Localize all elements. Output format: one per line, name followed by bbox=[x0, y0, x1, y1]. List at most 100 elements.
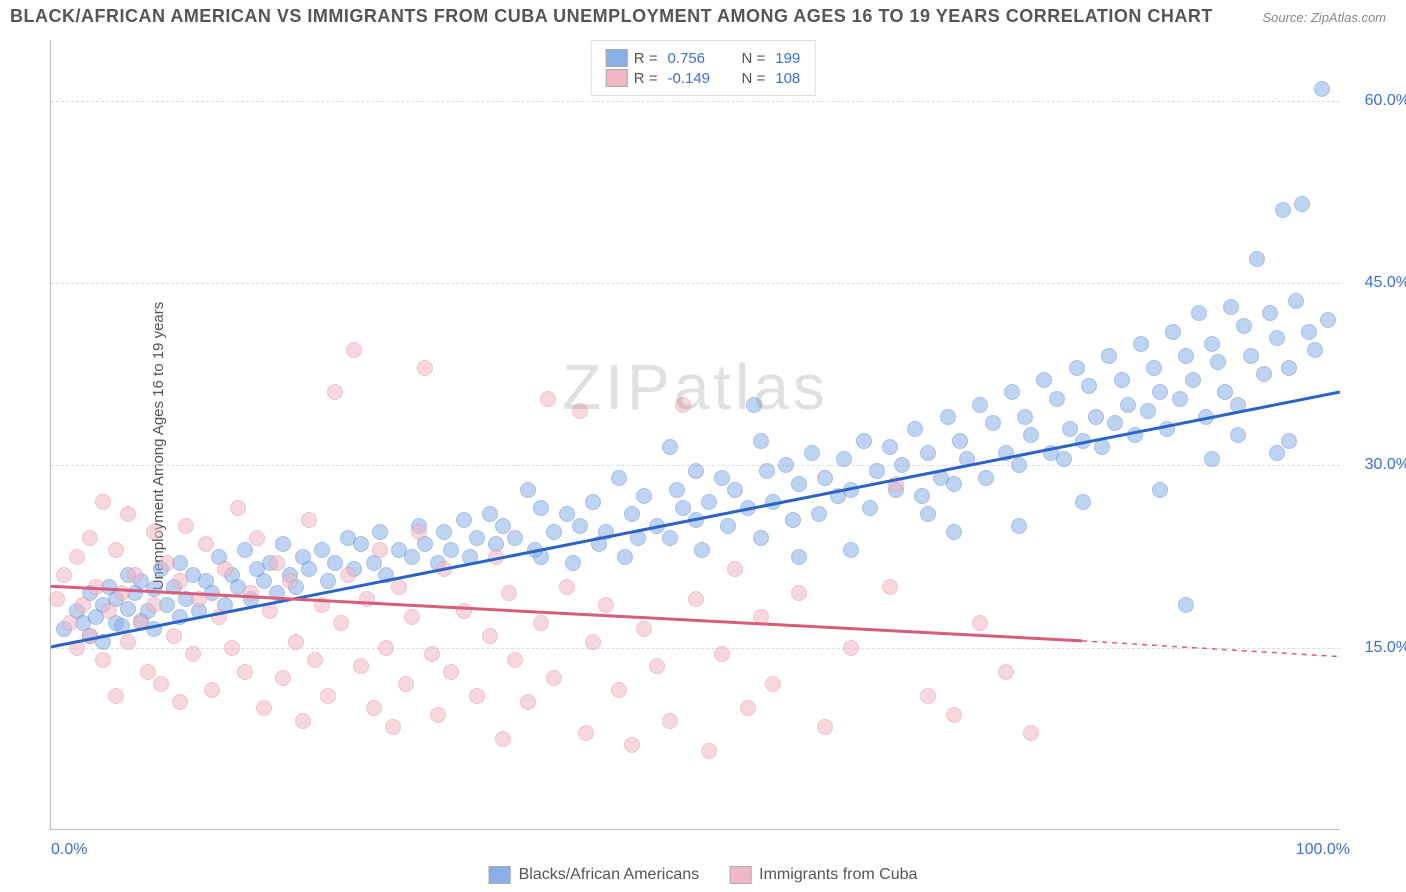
data-point bbox=[404, 609, 420, 625]
legend-stat-row: R =0.756N =199 bbox=[606, 49, 801, 67]
data-point bbox=[288, 634, 304, 650]
data-point bbox=[843, 640, 859, 656]
data-point bbox=[327, 384, 343, 400]
data-point bbox=[378, 567, 394, 583]
data-point bbox=[940, 409, 956, 425]
data-point bbox=[1088, 409, 1104, 425]
data-point bbox=[62, 615, 78, 631]
data-point bbox=[836, 451, 852, 467]
data-point bbox=[959, 451, 975, 467]
data-point bbox=[669, 482, 685, 498]
data-point bbox=[101, 603, 117, 619]
data-point bbox=[1236, 318, 1252, 334]
data-point bbox=[1294, 196, 1310, 212]
data-point bbox=[262, 603, 278, 619]
data-point bbox=[1056, 451, 1072, 467]
data-point bbox=[1094, 439, 1110, 455]
data-point bbox=[765, 676, 781, 692]
data-point bbox=[1230, 427, 1246, 443]
data-point bbox=[482, 506, 498, 522]
x-tick-label: 0.0% bbox=[51, 841, 87, 859]
data-point bbox=[1269, 330, 1285, 346]
data-point bbox=[95, 494, 111, 510]
data-point bbox=[565, 555, 581, 571]
stat-r-value: 0.756 bbox=[667, 50, 725, 67]
legend-swatch bbox=[606, 69, 628, 87]
data-point bbox=[688, 591, 704, 607]
data-point bbox=[443, 664, 459, 680]
data-point bbox=[1152, 482, 1168, 498]
data-point bbox=[482, 628, 498, 644]
data-point bbox=[972, 615, 988, 631]
data-point bbox=[320, 688, 336, 704]
gridline bbox=[51, 283, 1340, 284]
data-point bbox=[69, 549, 85, 565]
data-point bbox=[985, 415, 1001, 431]
data-point bbox=[82, 628, 98, 644]
data-point bbox=[952, 433, 968, 449]
trend-line bbox=[1082, 641, 1340, 657]
data-point bbox=[353, 536, 369, 552]
data-point bbox=[882, 439, 898, 455]
data-point bbox=[998, 445, 1014, 461]
data-point bbox=[869, 463, 885, 479]
data-point bbox=[578, 725, 594, 741]
data-point bbox=[1320, 312, 1336, 328]
data-point bbox=[140, 664, 156, 680]
data-point bbox=[888, 476, 904, 492]
data-point bbox=[366, 700, 382, 716]
data-point bbox=[882, 579, 898, 595]
data-point bbox=[456, 512, 472, 528]
data-point bbox=[430, 707, 446, 723]
data-point bbox=[946, 707, 962, 723]
data-point bbox=[237, 542, 253, 558]
data-point bbox=[714, 646, 730, 662]
data-point bbox=[56, 567, 72, 583]
data-point bbox=[1075, 494, 1091, 510]
data-point bbox=[946, 524, 962, 540]
data-point bbox=[520, 694, 536, 710]
data-point bbox=[166, 628, 182, 644]
data-point bbox=[1172, 391, 1188, 407]
data-point bbox=[694, 542, 710, 558]
data-point bbox=[791, 585, 807, 601]
legend-label: Blacks/African Americans bbox=[519, 866, 700, 884]
data-point bbox=[1004, 384, 1020, 400]
data-point bbox=[172, 573, 188, 589]
legend-stat-row: R =-0.149N =108 bbox=[606, 69, 801, 87]
data-point bbox=[1281, 360, 1297, 376]
data-point bbox=[907, 421, 923, 437]
data-point bbox=[269, 555, 285, 571]
data-point bbox=[243, 585, 259, 601]
data-point bbox=[385, 719, 401, 735]
legend-swatch bbox=[489, 866, 511, 884]
data-point bbox=[1288, 293, 1304, 309]
data-point bbox=[533, 615, 549, 631]
data-point bbox=[230, 500, 246, 516]
data-point bbox=[727, 561, 743, 577]
data-point bbox=[462, 549, 478, 565]
data-point bbox=[495, 518, 511, 534]
data-point bbox=[314, 597, 330, 613]
data-point bbox=[843, 542, 859, 558]
data-point bbox=[114, 585, 130, 601]
data-point bbox=[211, 609, 227, 625]
data-point bbox=[495, 731, 511, 747]
data-point bbox=[1307, 342, 1323, 358]
data-point bbox=[146, 524, 162, 540]
data-point bbox=[946, 476, 962, 492]
data-point bbox=[88, 579, 104, 595]
data-point bbox=[753, 433, 769, 449]
data-point bbox=[256, 573, 272, 589]
data-point bbox=[778, 457, 794, 473]
correlation-legend: R =0.756N =199 R =-0.149N =108 bbox=[591, 40, 816, 96]
data-point bbox=[1314, 81, 1330, 97]
data-point bbox=[533, 549, 549, 565]
data-point bbox=[1191, 305, 1207, 321]
data-point bbox=[378, 640, 394, 656]
data-point bbox=[1049, 391, 1065, 407]
data-point bbox=[785, 512, 801, 528]
data-point bbox=[662, 530, 678, 546]
data-point bbox=[791, 476, 807, 492]
data-point bbox=[1178, 348, 1194, 364]
